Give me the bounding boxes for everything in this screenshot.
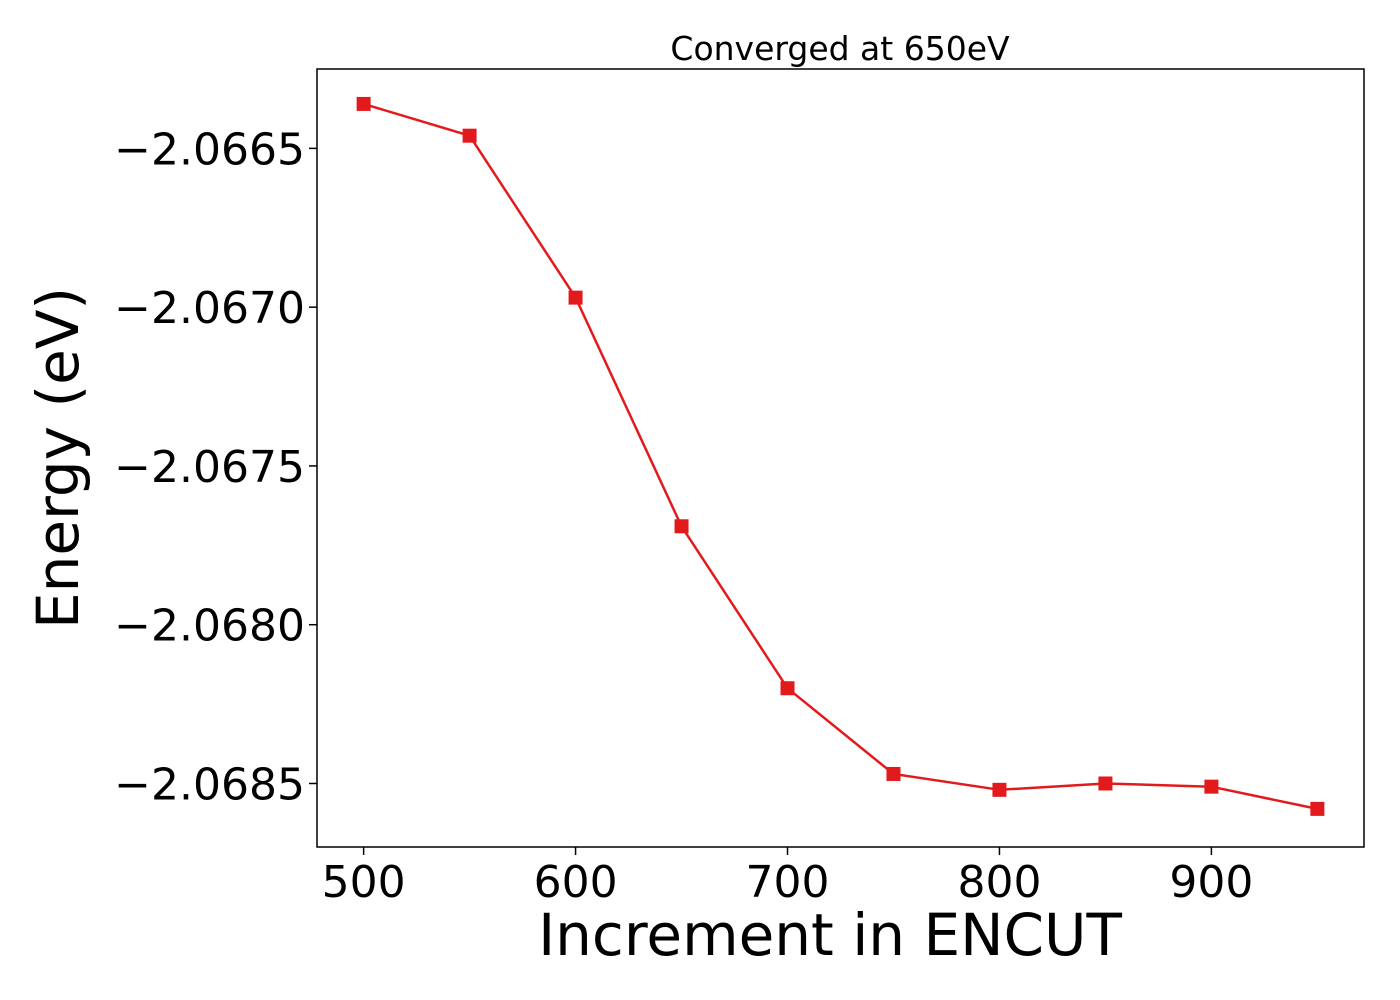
data-point-marker: [1204, 779, 1219, 794]
x-tick-label: 500: [322, 857, 406, 908]
y-tick-label: −2.0675: [114, 442, 305, 493]
x-axis-label: Increment in ENCUT: [538, 901, 1122, 969]
y-tick-label: −2.0665: [114, 124, 305, 175]
series-layer: [356, 96, 1325, 816]
y-axis-ticks: −2.0665 −2.0670 −2.0675 −2.0680 −2.0685: [114, 124, 317, 810]
data-point-marker: [674, 519, 689, 534]
data-point-marker: [462, 128, 477, 143]
x-tick-label: 700: [746, 857, 830, 908]
data-point-marker: [1310, 801, 1325, 816]
data-point-marker: [568, 290, 583, 305]
data-point-marker: [886, 766, 901, 781]
x-tick-label: 800: [957, 857, 1041, 908]
y-tick-label: −2.0680: [114, 601, 305, 652]
chart-title: Converged at 650eV: [670, 29, 1010, 68]
plot-area-frame: [316, 68, 1365, 848]
y-tick-label: −2.0670: [114, 283, 305, 334]
series-line: [363, 102, 1318, 811]
data-point-marker: [992, 782, 1007, 797]
x-tick-label: 900: [1169, 857, 1253, 908]
x-tick-label: 600: [534, 857, 618, 908]
y-tick-label: −2.0685: [114, 759, 305, 810]
x-axis-ticks: 500 600 700 800 900: [322, 847, 1253, 908]
data-point-marker: [356, 96, 371, 111]
y-axis-label: Energy (eV): [24, 287, 92, 629]
data-point-marker: [780, 681, 795, 696]
data-point-marker: [1098, 776, 1113, 791]
